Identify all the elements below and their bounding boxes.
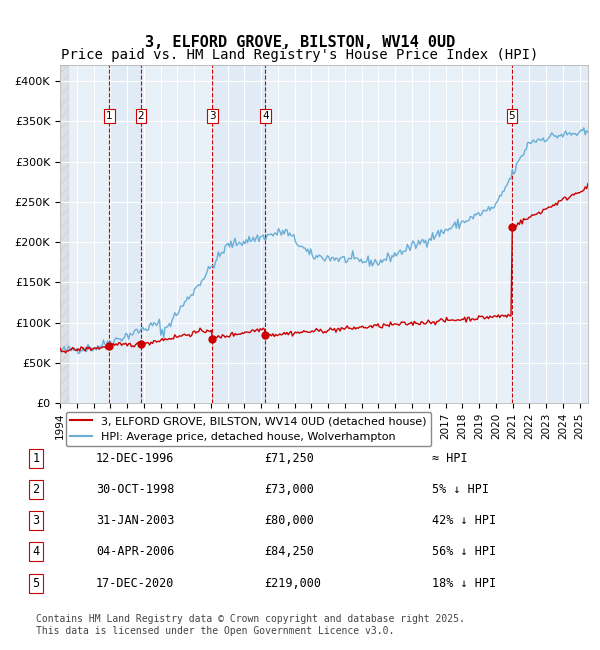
Text: 3, ELFORD GROVE, BILSTON, WV14 0UD: 3, ELFORD GROVE, BILSTON, WV14 0UD — [145, 34, 455, 50]
Text: 04-APR-2006: 04-APR-2006 — [96, 545, 175, 558]
Text: 3: 3 — [32, 514, 40, 527]
Text: 56% ↓ HPI: 56% ↓ HPI — [432, 545, 496, 558]
Text: 31-JAN-2003: 31-JAN-2003 — [96, 514, 175, 527]
Text: ≈ HPI: ≈ HPI — [432, 452, 467, 465]
Text: 4: 4 — [32, 545, 40, 558]
Text: 3: 3 — [209, 111, 215, 121]
Bar — [212, 65, 265, 403]
Text: 2: 2 — [137, 111, 144, 121]
Text: £84,250: £84,250 — [264, 545, 314, 558]
Text: £219,000: £219,000 — [264, 577, 321, 590]
Text: 4: 4 — [262, 111, 269, 121]
Text: 30-OCT-1998: 30-OCT-1998 — [96, 483, 175, 496]
Bar — [60, 65, 68, 403]
Text: 2: 2 — [32, 483, 40, 496]
Text: Contains HM Land Registry data © Crown copyright and database right 2025.
This d: Contains HM Land Registry data © Crown c… — [36, 614, 465, 636]
Text: 1: 1 — [32, 452, 40, 465]
Text: 42% ↓ HPI: 42% ↓ HPI — [432, 514, 496, 527]
Text: Price paid vs. HM Land Registry's House Price Index (HPI): Price paid vs. HM Land Registry's House … — [61, 48, 539, 62]
Text: 5: 5 — [509, 111, 515, 121]
Text: 5% ↓ HPI: 5% ↓ HPI — [432, 483, 489, 496]
Text: £71,250: £71,250 — [264, 452, 314, 465]
Bar — [109, 65, 141, 403]
Legend: 3, ELFORD GROVE, BILSTON, WV14 0UD (detached house), HPI: Average price, detache: 3, ELFORD GROVE, BILSTON, WV14 0UD (deta… — [65, 412, 431, 447]
Text: 12-DEC-1996: 12-DEC-1996 — [96, 452, 175, 465]
Text: 1: 1 — [106, 111, 113, 121]
Bar — [512, 65, 588, 403]
Text: 17-DEC-2020: 17-DEC-2020 — [96, 577, 175, 590]
Text: £73,000: £73,000 — [264, 483, 314, 496]
Text: £80,000: £80,000 — [264, 514, 314, 527]
Text: 18% ↓ HPI: 18% ↓ HPI — [432, 577, 496, 590]
Text: 5: 5 — [32, 577, 40, 590]
